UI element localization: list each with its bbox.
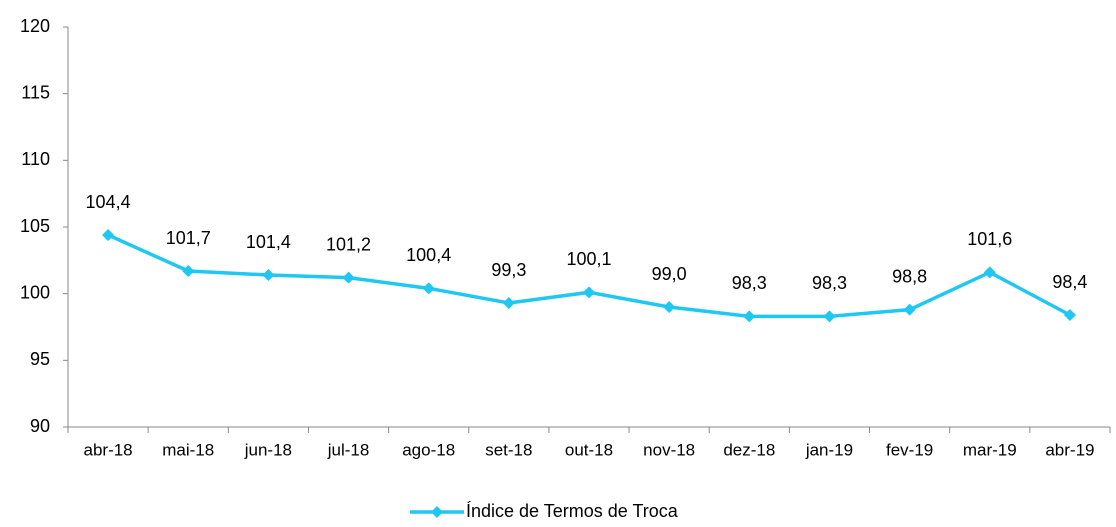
x-tick-label: abr-18 [84, 440, 133, 459]
data-label: 100,4 [406, 245, 451, 265]
x-tick-label: fev-19 [886, 440, 933, 459]
data-label: 101,6 [967, 229, 1012, 249]
data-label: 98,8 [892, 266, 927, 286]
point [342, 271, 355, 284]
y-tick-label: 115 [21, 82, 50, 102]
point [182, 265, 195, 277]
point [262, 269, 275, 281]
point [983, 266, 996, 279]
data-label: 100,1 [566, 249, 611, 269]
point [823, 310, 836, 323]
data-label: 98,3 [732, 273, 767, 293]
x-tick-label: jul-18 [327, 440, 370, 459]
x-tick-label: jan-19 [805, 440, 853, 459]
data-label: 99,0 [652, 264, 687, 284]
x-tick-label: dez-18 [723, 440, 775, 459]
y-tick-label: 120 [20, 16, 50, 36]
data-label: 98,3 [812, 273, 847, 293]
data-label: 101,7 [166, 228, 211, 248]
x-tick-label: abr-19 [1045, 440, 1094, 459]
x-tick-label: set-18 [485, 440, 532, 459]
x-tick-label: ago-18 [402, 440, 455, 459]
point [102, 229, 115, 241]
y-tick-label: 110 [21, 149, 50, 169]
point [663, 301, 676, 313]
x-tick-label: nov-18 [643, 440, 695, 459]
legend-marker [431, 506, 443, 518]
data-label: 99,3 [491, 260, 526, 280]
data-label: 104,4 [86, 192, 131, 212]
x-tick-label: mar-19 [963, 440, 1017, 459]
y-tick-label: 95 [30, 349, 50, 369]
y-tick-label: 105 [20, 216, 50, 236]
y-tick-label: 90 [30, 416, 50, 436]
data-label: 98,4 [1052, 272, 1087, 292]
x-tick-label: jun-18 [244, 440, 292, 459]
x-tick-label: mai-18 [162, 440, 214, 459]
point [903, 303, 916, 316]
point [502, 297, 515, 309]
legend-label: Índice de Termos de Troca [466, 501, 679, 521]
point [422, 282, 435, 295]
data-label: 101,4 [246, 232, 291, 252]
point [743, 310, 756, 323]
point [583, 286, 595, 299]
data-label: 101,2 [326, 234, 371, 254]
point [1063, 309, 1076, 321]
x-tick-label: out-18 [565, 440, 613, 459]
y-tick-label: 100 [20, 282, 50, 302]
